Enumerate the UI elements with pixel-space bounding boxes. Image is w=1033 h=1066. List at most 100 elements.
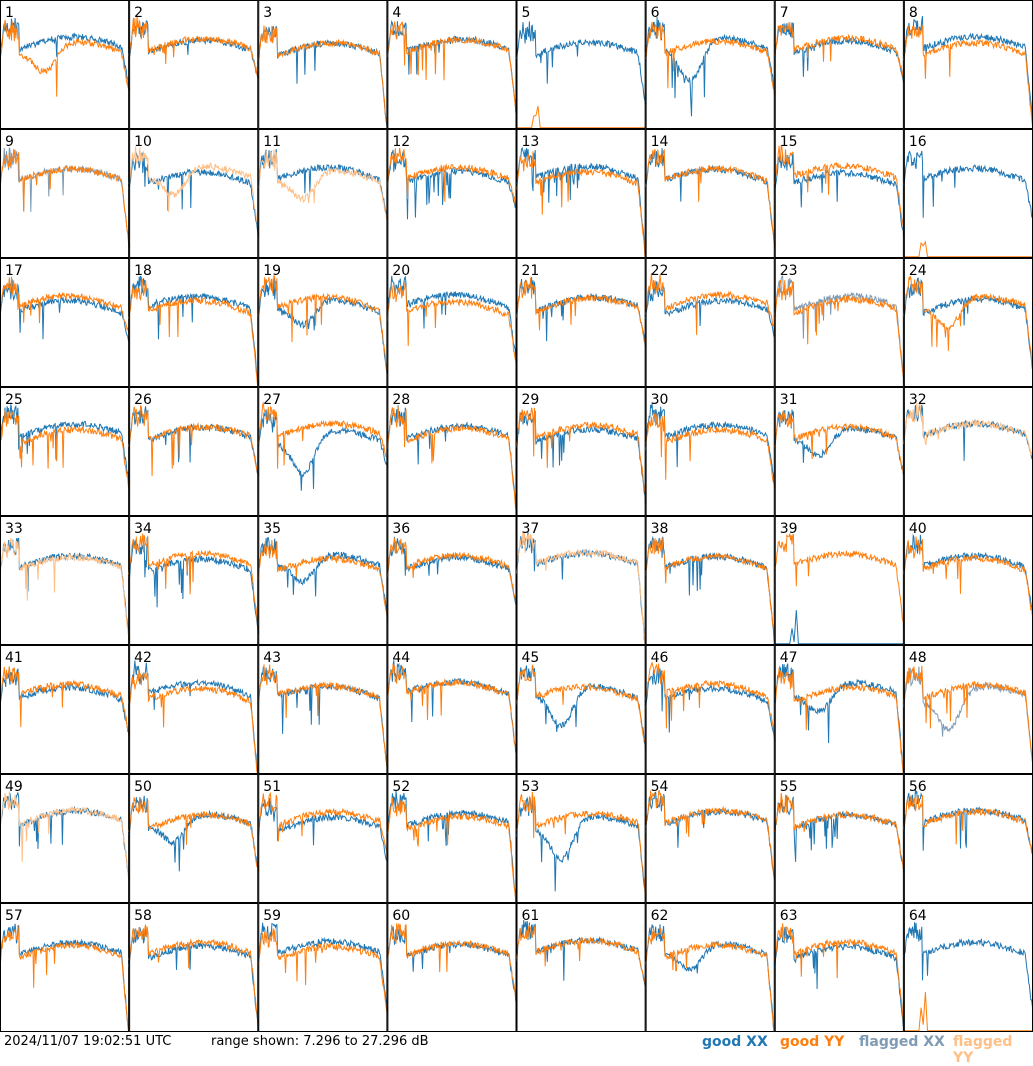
panel-38-yy-line (645, 537, 776, 644)
panel-62: 62 (645, 903, 776, 1032)
panel-39-frame (774, 516, 904, 645)
panel-45-label: 45 (522, 650, 540, 666)
panel-56-label: 56 (909, 779, 927, 795)
panel-38-frame (645, 516, 775, 645)
panel-6-yy-line (645, 21, 776, 96)
panel-55-xx-line (774, 795, 905, 873)
panel-16: 16 (903, 129, 1033, 258)
panel-34-frame (129, 516, 259, 645)
panel-6-label: 6 (651, 5, 660, 21)
panel-47-xx-line (774, 663, 905, 773)
panel-64: 64 (903, 903, 1033, 1032)
legend-flagged-xx: flagged XX (859, 1034, 945, 1050)
panel-49-label: 49 (5, 779, 23, 795)
panel-20-xx-line (386, 275, 517, 360)
panel-52-label: 52 (392, 779, 410, 795)
panel-61-label: 61 (522, 908, 540, 924)
panel-54-xx-line (645, 791, 776, 881)
panel-14: 14 (645, 129, 776, 258)
panel-35-frame (258, 516, 388, 645)
panel-46-yy-line (645, 662, 776, 736)
panel-40-xx-line (903, 533, 1033, 616)
panel-62-label: 62 (651, 908, 669, 924)
panel-12: 12 (386, 129, 517, 258)
panel-8: 8 (903, 0, 1033, 129)
panel-32-xx-line (903, 403, 1033, 461)
panel-52-frame (387, 774, 517, 903)
timestamp: 2024/11/07 19:02:51 UTC (4, 1034, 172, 1049)
panel-25: 25 (0, 387, 130, 516)
panel-45-frame (516, 645, 646, 774)
panel-29: 29 (516, 387, 647, 516)
panel-20: 20 (386, 258, 517, 387)
panel-12-label: 12 (392, 134, 410, 150)
panel-43-xx-line (257, 665, 388, 773)
panel-34-label: 34 (134, 521, 152, 537)
panel-7-xx-line (774, 22, 905, 84)
panel-2: 2 (128, 0, 259, 129)
panel-5: 5 (516, 0, 647, 129)
panel-10-label: 10 (134, 134, 152, 150)
panel-64-label: 64 (909, 908, 927, 924)
panel-58-frame (129, 903, 259, 1032)
panel-51-label: 51 (263, 779, 281, 795)
panel-21-xx-line (516, 276, 647, 347)
panel-24-yy-line (903, 275, 1033, 368)
panel-8-xx-line (903, 16, 1033, 124)
panel-2-frame (129, 0, 259, 129)
panel-8-yy-line (903, 25, 1033, 128)
panel-63-yy-line (774, 923, 905, 1025)
panel-2-yy-line (128, 16, 259, 79)
panel-12-frame (387, 129, 517, 258)
panel-28-frame (387, 387, 517, 516)
panel-42: 42 (128, 645, 259, 774)
panel-12-yy-line (386, 148, 517, 207)
panel-10-yy-line (128, 146, 259, 231)
panel-5-xx-line (516, 21, 647, 105)
panel-48-yy-line (903, 665, 1033, 765)
panel-21-label: 21 (522, 263, 540, 279)
panel-27: 27 (257, 387, 388, 516)
panel-23-xx-line (774, 275, 905, 383)
panel-19: 19 (257, 258, 388, 387)
panel-42-xx-line (128, 660, 259, 774)
panel-25-frame (0, 387, 130, 516)
panel-21-yy-line (516, 277, 647, 345)
panel-37-label: 37 (522, 521, 540, 537)
panel-36-frame (387, 516, 517, 645)
panel-53: 53 (516, 774, 647, 903)
panel-9-label: 9 (5, 134, 14, 150)
panel-9: 9 (0, 129, 130, 258)
panel-62-yy-line (645, 925, 775, 1032)
panel-50-label: 50 (134, 779, 152, 795)
panel-53-label: 53 (522, 779, 540, 795)
panel-20-yy-line (386, 281, 517, 370)
panel-47: 47 (774, 645, 905, 774)
panel-56: 56 (903, 774, 1033, 903)
panel-1-yy-line (0, 19, 130, 97)
panel-60-xx-line (386, 924, 517, 1003)
panel-41-yy-line (0, 666, 130, 737)
panel-7-label: 7 (780, 5, 789, 21)
panel-14-frame (645, 129, 775, 258)
panel-39-yy-line (774, 533, 905, 630)
panel-59-yy-line (257, 928, 388, 1015)
panel-41-label: 41 (5, 650, 23, 666)
panel-61-xx-line (516, 919, 647, 987)
panel-14-yy-line (645, 148, 776, 248)
panel-5-frame (516, 0, 646, 129)
panel-1-xx-line (0, 17, 130, 90)
panel-36-label: 36 (392, 521, 410, 537)
panel-54-label: 54 (651, 779, 669, 795)
panel-48-xx-line (903, 666, 1033, 767)
panel-17-xx-line (0, 279, 130, 343)
panel-13-frame (516, 129, 646, 258)
panel-22-yy-line (645, 273, 776, 335)
panel-6-xx-line (645, 16, 776, 117)
panel-4-label: 4 (392, 5, 401, 21)
footer: 2024/11/07 19:02:51 UTC range shown: 7.2… (0, 1032, 1033, 1066)
panel-49-yy-line (0, 791, 130, 879)
panel-11-label: 11 (263, 134, 281, 150)
panel-14-label: 14 (651, 134, 669, 150)
panel-54-yy-line (645, 789, 776, 878)
